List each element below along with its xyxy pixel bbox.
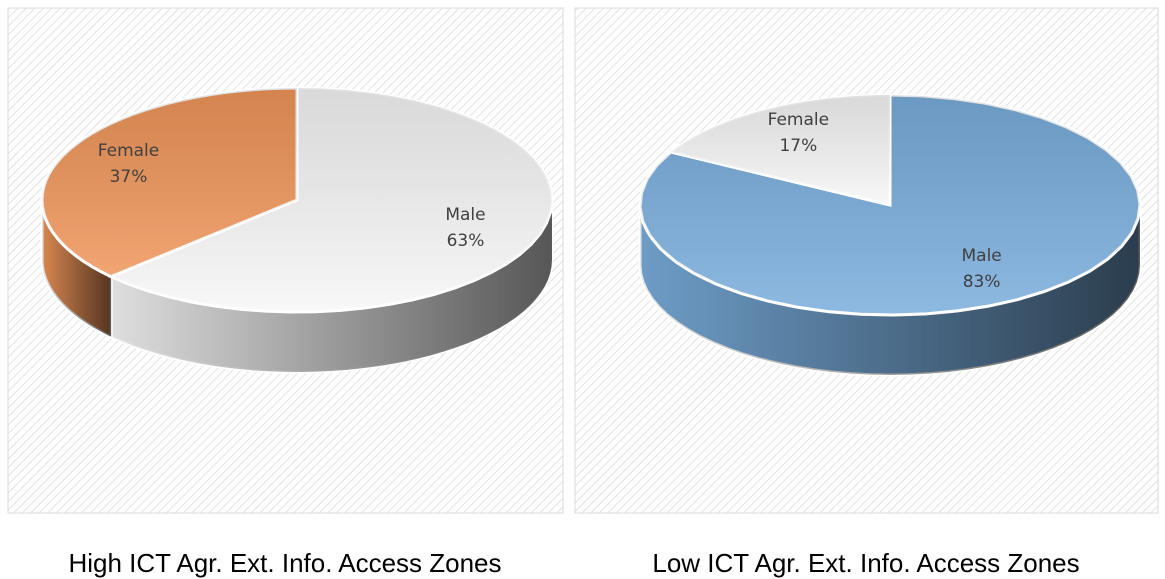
side-shade [640, 205, 1140, 375]
side-shade [111, 200, 552, 372]
side-shade [42, 200, 112, 337]
slice-shade [42, 88, 298, 277]
slice-value: 63% [447, 231, 485, 251]
slice-label: Female [768, 110, 829, 130]
slice-value: 17% [779, 136, 817, 156]
slice-shade [670, 95, 890, 205]
slice-label: Male [961, 246, 1001, 266]
chart-title: High ICT Agr. Ext. Info. Access Zones [68, 548, 501, 578]
slice-shade [111, 88, 552, 312]
slice-value: 37% [110, 167, 148, 187]
chart-title: Low ICT Agr. Ext. Info. Access Zones [652, 548, 1079, 578]
slice-label: Female [98, 141, 159, 161]
slice-label: Male [445, 205, 485, 225]
slice-value: 83% [963, 272, 1001, 292]
